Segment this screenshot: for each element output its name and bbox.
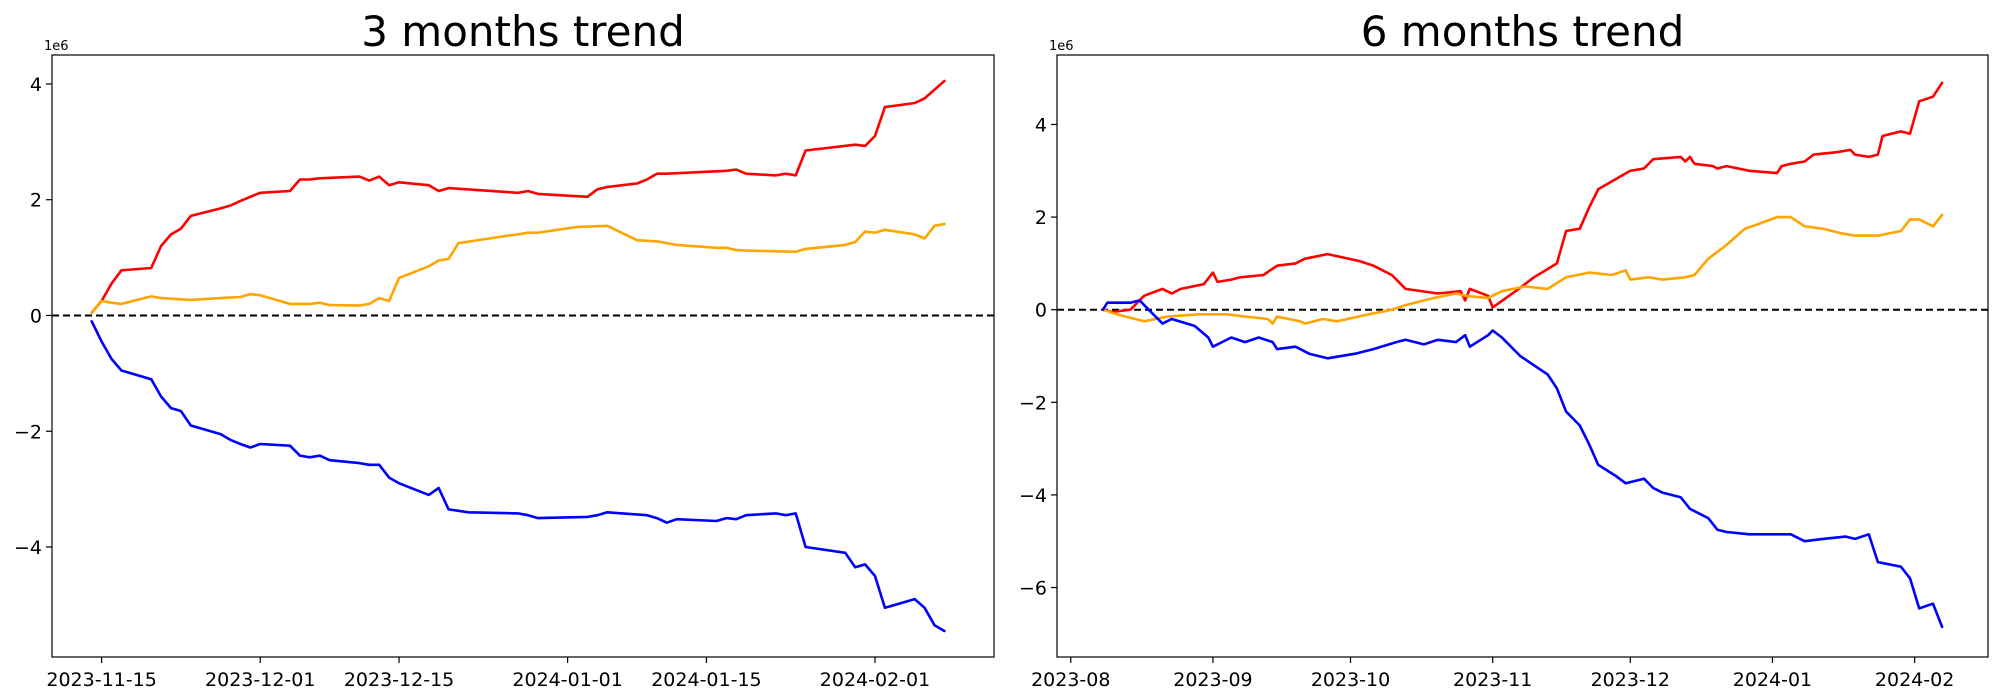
series-line-2: [1101, 213, 1944, 325]
axes: 2023-08 2023-09 2023-10 2023-11 2023-12 2024-…: [1019, 54, 1989, 691]
series-line-1: [90, 79, 946, 314]
chart-3-months: 3 months trend 1e6 2023-11-15 2023-12-01 2…: [14, 7, 995, 691]
y-offset-label: 1e6: [1049, 39, 1074, 54]
x-tick-label: 2024-02-01: [820, 669, 930, 691]
x-tick-label: 2023-12-15: [344, 669, 454, 691]
y-tick-label: −2: [14, 421, 42, 443]
y-tick-label: −4: [14, 537, 42, 559]
series-line-3: [90, 319, 946, 633]
series-layer: [1057, 81, 1988, 629]
y-tick-label: −6: [1019, 578, 1047, 600]
series-line-1: [1101, 81, 1944, 314]
plot-frame: [1056, 54, 1989, 658]
x-tick-label: 2024-01: [1733, 669, 1812, 691]
x-tick-label: 2023-12-01: [205, 669, 315, 691]
series-layer: [52, 79, 994, 633]
x-tick-label: 2023-09: [1173, 669, 1252, 691]
y-tick-label: −4: [1019, 485, 1047, 507]
y-tick-label: 4: [1035, 114, 1047, 136]
y-tick-label: 2: [1035, 207, 1047, 229]
axes: 2023-11-15 2023-12-01 2023-12-15 2024-01-01…: [14, 54, 995, 691]
plot-frame: [51, 54, 995, 658]
x-tick-label: 2023-12: [1591, 669, 1670, 691]
series-line-2: [90, 222, 946, 314]
x-tick-label: 2024-01-01: [512, 669, 622, 691]
x-tick-label: 2023-08: [1031, 669, 1110, 691]
y-offset-label: 1e6: [44, 39, 69, 54]
chart-title: 6 months trend: [1361, 7, 1685, 56]
y-tick-label: 2: [30, 190, 42, 212]
x-tick-label: 2023-10: [1311, 669, 1390, 691]
x-tick-label: 2024-02: [1875, 669, 1954, 691]
x-tick-label: 2023-11-15: [46, 669, 156, 691]
y-tick-label: 4: [30, 74, 42, 96]
series-line-3: [1101, 299, 1944, 629]
x-tick-label: 2024-01-15: [651, 669, 761, 691]
chart-title: 3 months trend: [361, 7, 685, 56]
y-tick-label: 0: [1035, 300, 1047, 322]
x-tick-label: 2023-11: [1453, 669, 1532, 691]
chart-6-months: 6 months trend 1e6 2023-08 2023-09 2023-10…: [1019, 7, 1989, 691]
y-tick-label: 0: [30, 305, 42, 327]
y-tick-label: −2: [1019, 392, 1047, 414]
